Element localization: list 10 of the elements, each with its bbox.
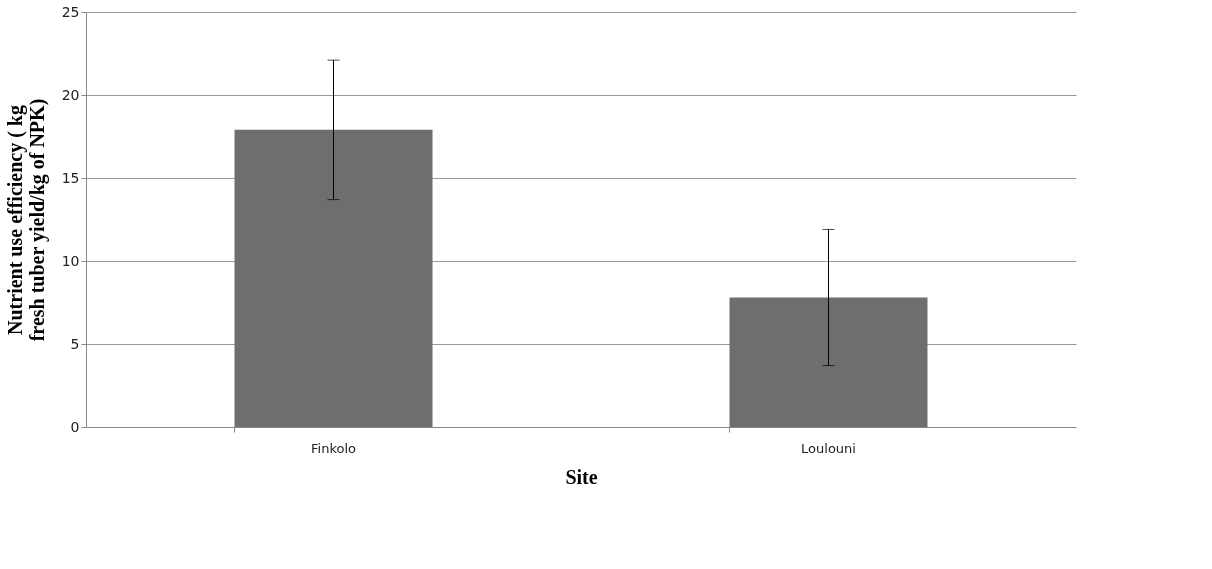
y-tick-label: 25: [61, 3, 80, 20]
y-tick-label: 20: [61, 86, 80, 103]
y-tick-label: 0: [70, 418, 80, 435]
x-tick-label: Loulouni: [801, 440, 856, 456]
y-axis-title: Nutrient use efficiency ( kg fresh tuber yield/kg of NPK): [3, 98, 49, 342]
x-axis-title: Site: [565, 465, 598, 488]
y-tick-label: 15: [61, 169, 80, 186]
x-tick-label: Finkolo: [311, 440, 357, 456]
y-tick-label: 10: [61, 252, 80, 269]
y-tick-label: 5: [70, 335, 80, 352]
